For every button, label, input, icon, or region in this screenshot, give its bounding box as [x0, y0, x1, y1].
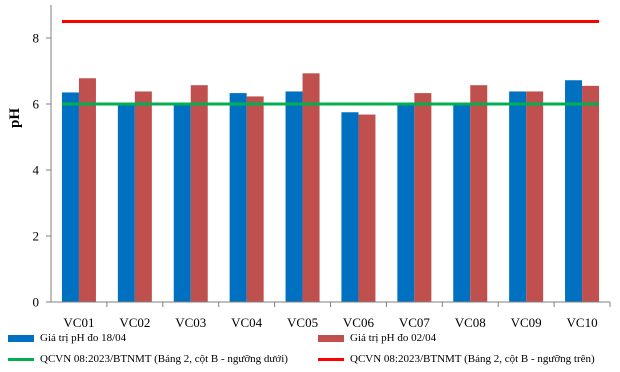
legend-swatch-lower-threshold: [8, 357, 34, 361]
y-tick-label: 4: [33, 163, 40, 178]
bar-vc05-series-1: [285, 91, 303, 303]
bar-vc06-series-2: [358, 114, 376, 302]
x-tick-label: VC07: [399, 315, 431, 330]
legend-swatch-upper-threshold: [318, 357, 344, 361]
y-axis-ticks: 0 2 4 6 8: [33, 31, 51, 310]
bar-vc06-series-1: [341, 112, 359, 302]
bar-vc07-series-2: [414, 93, 432, 302]
bar-vc09-series-1: [509, 91, 527, 303]
x-tick-label: VC09: [511, 315, 542, 330]
legend-label-series-2: Giá trị pH đo 02/04: [350, 332, 437, 344]
legend-item-lower-threshold: QCVN 08:2023/BTNMT (Bảng 2, cột B - ngưỡ…: [8, 353, 288, 365]
x-tick-label: VC10: [567, 315, 598, 330]
bar-vc10-series-1: [565, 80, 583, 303]
x-tick-label: VC06: [343, 315, 375, 330]
bar-vc04-series-2: [246, 96, 264, 302]
x-tick-label: VC01: [63, 315, 94, 330]
bars-group: [61, 73, 600, 303]
x-tick-label: VC03: [175, 315, 206, 330]
bar-vc08-series-1: [453, 104, 471, 302]
bar-vc02-series-2: [134, 91, 152, 303]
bar-vc10-series-2: [582, 85, 600, 302]
bar-vc09-series-2: [526, 91, 544, 303]
x-tick-label: VC08: [455, 315, 486, 330]
bar-vc03-series-1: [173, 104, 191, 302]
legend: Giá trị pH đo 18/04 Giá trị pH đo 02/04 …: [0, 328, 620, 372]
x-tick-label: VC04: [231, 315, 263, 330]
legend-swatch-series-2: [318, 334, 344, 342]
legend-label-upper-threshold: QCVN 08:2023/BTNMT (Bảng 2, cột B - ngưỡ…: [350, 353, 595, 365]
legend-item-series-1: Giá trị pH đo 18/04: [8, 332, 126, 344]
bar-vc04-series-1: [229, 93, 247, 302]
x-tick-label: VC05: [287, 315, 318, 330]
legend-item-upper-threshold: QCVN 08:2023/BTNMT (Bảng 2, cột B - ngưỡ…: [318, 353, 595, 365]
y-tick-label: 0: [33, 295, 40, 310]
bar-vc05-series-2: [302, 73, 320, 302]
bar-vc07-series-1: [397, 104, 415, 302]
legend-item-series-2: Giá trị pH đo 02/04: [318, 332, 436, 344]
bar-vc08-series-2: [470, 85, 488, 302]
bar-vc01-series-1: [61, 92, 79, 302]
legend-label-series-1: Giá trị pH đo 18/04: [40, 332, 127, 344]
legend-swatch-series-1: [8, 334, 34, 342]
x-axis-ticks: VC01 VC02 VC03 VC04 VC05 VC06 VC07 VC08 VC09 VC10: [63, 302, 611, 330]
y-axis-title: pH: [7, 108, 23, 128]
y-tick-label: 2: [33, 229, 40, 244]
bar-vc02-series-1: [117, 104, 135, 302]
y-tick-label: 6: [33, 97, 40, 112]
x-tick-label: VC02: [119, 315, 150, 330]
bar-vc03-series-2: [190, 85, 208, 302]
reference-lines: [61, 20, 600, 106]
legend-label-lower-threshold: QCVN 08:2023/BTNMT (Bảng 2, cột B - ngưỡ…: [40, 353, 288, 365]
y-tick-label: 8: [33, 31, 40, 46]
bar-vc01-series-2: [78, 78, 96, 302]
